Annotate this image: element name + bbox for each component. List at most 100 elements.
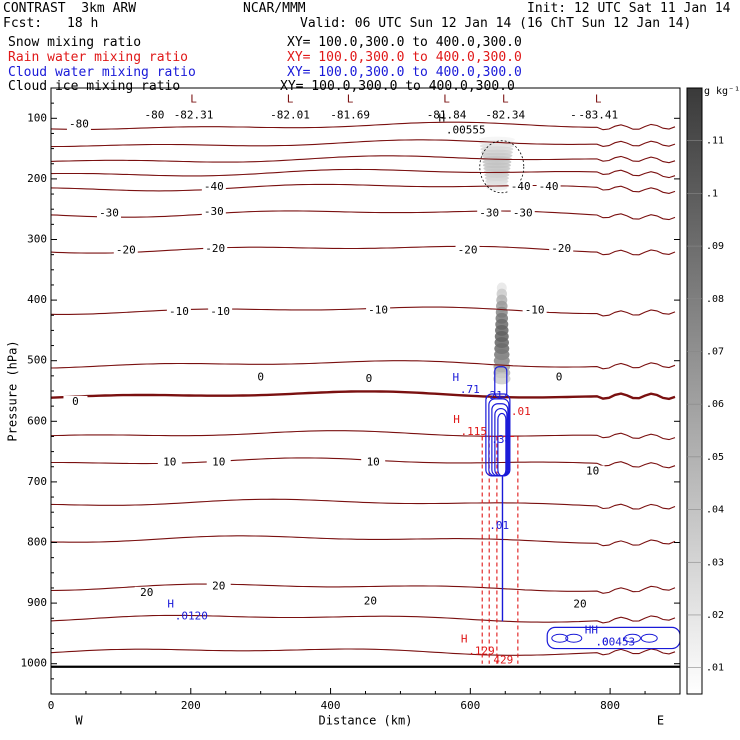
cloud-water-upper-cell (494, 366, 508, 398)
contour-label-bg-27 (134, 586, 159, 599)
y-tick-label-4: 500 (27, 354, 47, 367)
colorbar-tick-label-1: .1 (706, 188, 718, 199)
cloud-water-surface-cell-1 (565, 633, 583, 643)
contour-label-bg-8 (201, 206, 226, 219)
contour-label-bg-18 (522, 304, 547, 317)
low-marker-5: L (595, 92, 602, 105)
contour-label-4: -40 (204, 180, 224, 193)
colorbar-tick-label-3: .08 (706, 294, 724, 305)
contour-label-7: -30 (99, 206, 119, 219)
contour-label-19: 0 (257, 371, 264, 384)
extremum-value-3: .01 (511, 405, 531, 418)
extremum-marker-10: HH (585, 623, 598, 636)
contour-label-bg-12 (203, 243, 228, 256)
contour-label-5: -40 (511, 180, 531, 193)
colorbar-tick-label-10: .01 (706, 663, 724, 674)
extremum-value-10: .00453 (595, 635, 635, 648)
extremum-marker-1: H (453, 371, 460, 384)
low-value-bg-5 (576, 109, 621, 122)
contour-label-bg-29 (358, 595, 383, 608)
temperature-contour-5 (51, 210, 676, 221)
contour-label-22: 0 (72, 395, 79, 408)
extremum-marker-8: H (461, 633, 468, 646)
y-tick-label-3: 400 (27, 293, 47, 306)
low-value-bg-2 (328, 109, 373, 122)
contour-label-12: -20 (205, 242, 225, 255)
temperature-contour-13 (51, 535, 676, 547)
colorbar-tick-label-5: .06 (706, 399, 724, 410)
low-value-bg-3 (424, 109, 469, 122)
colorbar-tick-label-9: .02 (706, 610, 724, 621)
field-cloud-ice-xy: XY= 100.0,300.0 to 400.0,300.0 (280, 79, 515, 94)
temperature-contour-16 (51, 648, 676, 656)
contour-label-14: -20 (551, 242, 571, 255)
field-cloud-water-name: Cloud water mixing ratio (8, 65, 196, 80)
field-rain-name: Rain water mixing ratio (8, 50, 189, 65)
low-value-3: -81.84 (427, 108, 467, 121)
model-title: CONTRAST 3km ARW (3, 1, 137, 16)
low-marker-4: L (502, 92, 509, 105)
contour-label-bg-1 (142, 109, 167, 122)
temperature-contour-9 (51, 390, 676, 401)
colorbar-tick-label-0: .11 (706, 136, 724, 147)
low-value-2: -81.69 (330, 108, 370, 121)
temperature-contour-12 (51, 498, 676, 510)
extremum-value-11: .0 (595, 635, 608, 648)
contour-label-21: 0 (556, 371, 563, 384)
contour-label-30: 20 (573, 597, 586, 610)
low-value-4: -82.34 (485, 108, 525, 121)
contour-label-27: 20 (140, 586, 153, 599)
field-cloud-water-xy: XY= 100.0,300.0 to 400.0,300.0 (287, 65, 522, 80)
contour-label-bg-4 (201, 180, 226, 193)
y-tick-label-2: 300 (27, 233, 47, 246)
contour-label-1: -80 (144, 108, 164, 121)
contour-label-bg-23 (157, 456, 182, 469)
extremum-marker-0: H (439, 111, 446, 124)
contour-label-bg-10 (510, 207, 535, 220)
contour-label-25: 10 (367, 456, 380, 469)
y-tick-label-7: 800 (27, 536, 47, 549)
x-tick-label-4: 800 (600, 699, 620, 712)
y-tick-label-1: 200 (27, 172, 47, 185)
cloud-water-surface-cell-3 (640, 633, 658, 643)
temperature-contour-7 (51, 306, 676, 317)
low-value-0: -82.31 (174, 108, 214, 121)
y-tick-label-8: 900 (27, 596, 47, 609)
init-time: Init: 12 UTC Sat 11 Jan 14 (527, 1, 731, 16)
extremum-marker-4: H (453, 413, 460, 426)
contour-label-28: 20 (212, 580, 225, 593)
contour-label-bg-19 (248, 371, 273, 384)
contour-label-bg-30 (568, 598, 593, 611)
low-marker-2: L (347, 92, 354, 105)
temperature-contour-3 (51, 168, 676, 179)
x-tick-label-3: 600 (460, 699, 480, 712)
low-value-bg-1 (268, 109, 313, 122)
contour-label-17: -10 (368, 303, 388, 316)
contour-label-bg-11 (113, 244, 138, 257)
contour-label-13: -20 (458, 243, 478, 256)
extremum-value-1: .71 (460, 383, 480, 396)
valid-time: Valid: 06 UTC Sun 12 Jan 14 (16 ChT Sun … (300, 16, 692, 31)
contour-label-16: -10 (210, 305, 230, 318)
org-title: NCAR/MMM (243, 1, 306, 16)
extremum-value-9: 429 (493, 654, 513, 667)
contour-label-bg-28 (206, 580, 231, 593)
fcst-value: 18 h (67, 16, 99, 31)
contour-label-bg-22 (63, 395, 88, 408)
extremum-marker-7: H (167, 597, 174, 610)
contour-label-bg-24 (206, 456, 231, 469)
contour-label-bg-14 (549, 243, 574, 256)
extremum-value-7: .0120 (175, 609, 208, 622)
contour-label-bg-7 (97, 207, 122, 220)
low-marker-0: L (190, 92, 197, 105)
contour-label-bg-20 (356, 372, 381, 385)
temperature-contour-8 (51, 360, 676, 370)
colorbar-tick-label-7: .04 (706, 505, 724, 516)
extremum-value-6: .01 (489, 519, 509, 532)
field-cloud-ice-name: Cloud ice mixing ratio (8, 79, 181, 94)
snow-plume-shading (493, 373, 511, 385)
contour-label-20: 0 (366, 372, 373, 385)
contour-label-11: -20 (116, 243, 136, 256)
contour-label-bg-16 (208, 306, 233, 319)
